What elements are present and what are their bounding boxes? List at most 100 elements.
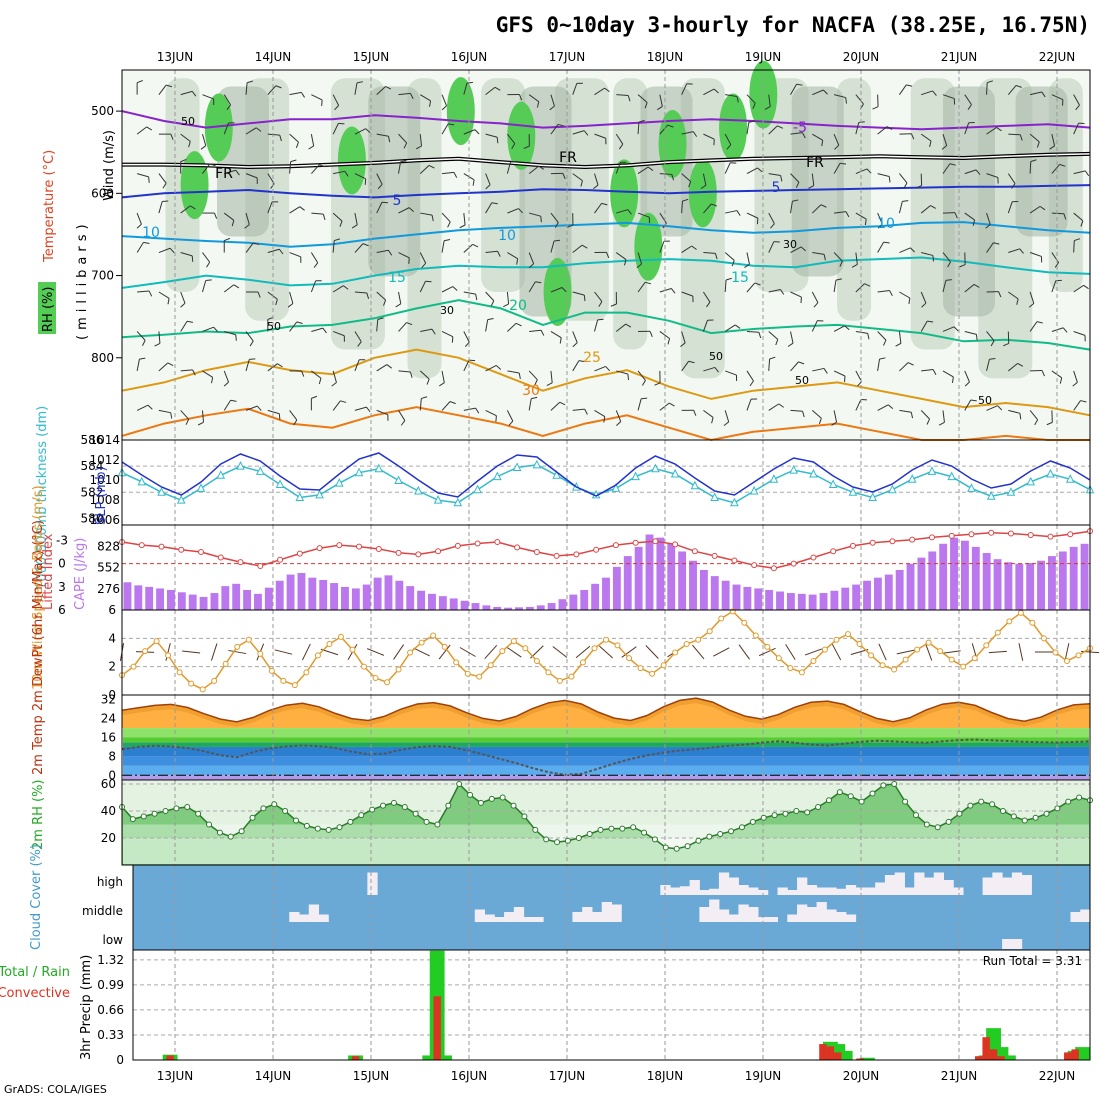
cloud-label: Cloud Cover (%) (29, 844, 44, 950)
wind-barb-flag (409, 93, 414, 99)
series-point (199, 686, 206, 693)
thickness-tick-label: 584 (81, 459, 104, 473)
wind10m-line (119, 608, 1100, 695)
precip-conv-bar (856, 1058, 864, 1060)
series-point (138, 542, 145, 549)
wind10m-label: 10m Wind Speed & Barbs (m/s) (31, 485, 46, 690)
series-point (828, 479, 838, 488)
wind-barb-staff (768, 125, 778, 135)
wind-barb-flag (523, 145, 530, 149)
cape-bar (786, 593, 795, 610)
wind-barb-flag (864, 283, 871, 287)
temp-color-band (123, 742, 1089, 747)
cape-bar (710, 576, 719, 610)
slp-tick-label: 1008 (89, 493, 120, 507)
wind10m-barb (228, 649, 247, 655)
series-point (268, 667, 275, 674)
wind-barb-staff (1051, 212, 1064, 215)
series-point (280, 677, 287, 684)
wind-barb-flag (531, 396, 538, 400)
precip-tick-label: 0 (116, 1053, 124, 1067)
cape-bar (243, 589, 252, 610)
cloud-block (845, 914, 857, 922)
cape-bar (819, 593, 828, 610)
series-point (453, 659, 460, 666)
wind-barb-flag (334, 105, 339, 111)
cloud-block (601, 902, 612, 922)
wind-barb-flag (840, 162, 847, 165)
wind-barb-staff (398, 92, 411, 96)
wind-barb-staff (811, 173, 815, 186)
wind-barb-flag (947, 261, 951, 268)
wind-barb-staff (964, 94, 972, 105)
cape-bar (558, 599, 567, 610)
wind-barb-flag (447, 221, 451, 228)
cape-tick-label: 828 (97, 539, 120, 553)
precip-conv-bar (826, 1046, 835, 1060)
series-point (211, 677, 218, 684)
wind-barb-staff (528, 252, 535, 264)
cloud-block (894, 872, 905, 895)
top-date-label: 16JUN (451, 50, 488, 64)
cape-bar (319, 579, 328, 610)
wind-barb-flag (734, 324, 741, 329)
wind-barb-staff (1008, 133, 1021, 136)
wind-barb-flag (748, 120, 755, 123)
wind10m-barb (804, 648, 823, 656)
wind-barb-staff (463, 82, 468, 95)
series-point (836, 789, 843, 796)
wind-barb-staff (528, 370, 538, 381)
cloud-block (718, 872, 730, 895)
wind-barb-flag (700, 184, 707, 190)
wind-barb-staff (833, 252, 843, 262)
wind10m-tick-label: 6 (108, 603, 116, 617)
wind-barb-flag (400, 420, 406, 426)
wind-barb-flag (377, 317, 384, 320)
isotherms (121, 110, 1091, 442)
series-point (401, 803, 408, 810)
li-cape-y-ticks: -3 0 3 6 828 552 276 (56, 533, 120, 617)
wind-barb-staff (441, 401, 451, 411)
series-point (670, 468, 680, 478)
wind-barb-staff (1073, 370, 1078, 383)
wind-barb-staff (354, 128, 366, 135)
series-point (967, 802, 974, 809)
wind-barb-staff (681, 173, 692, 182)
wind-barb-flag (757, 167, 763, 173)
wind-barb-flag (1059, 163, 1066, 167)
wind-barb-staff (964, 399, 972, 411)
wind-barb-flag (975, 169, 981, 175)
precip-conv-bar (1071, 1049, 1079, 1060)
series-point (552, 470, 561, 479)
wind-barb-flag (688, 181, 692, 188)
wind-barb-flag (667, 124, 674, 128)
cloud-block (728, 914, 739, 922)
wind-barb-flag (578, 360, 585, 363)
series-point (564, 837, 571, 844)
wind-barb-flag (736, 210, 741, 216)
series-point (593, 546, 600, 553)
wind-barb-staff (1073, 170, 1086, 175)
temp2m-tick-label: 0 (108, 768, 116, 782)
wind-barb-flag (230, 399, 237, 402)
wind-barb-staff (420, 328, 433, 332)
series-point (927, 466, 937, 475)
series-point (988, 529, 995, 536)
series-point (512, 462, 522, 471)
wind-barb-staff (1029, 161, 1032, 174)
wind-barb-flag (536, 101, 540, 108)
wind-barb-flag (559, 401, 566, 406)
series-point (260, 805, 267, 812)
series-point (499, 648, 506, 655)
wind-barb-staff (725, 94, 738, 98)
cape-bar (547, 603, 556, 610)
series-point (909, 536, 916, 543)
series-point (369, 806, 376, 813)
series-point (614, 642, 621, 649)
temp-color-band (123, 746, 1089, 757)
cape-bar (373, 577, 382, 610)
series-point (1026, 476, 1036, 486)
wind-barb-staff (616, 370, 629, 375)
cloud-block (923, 877, 935, 895)
series-point (888, 484, 897, 494)
